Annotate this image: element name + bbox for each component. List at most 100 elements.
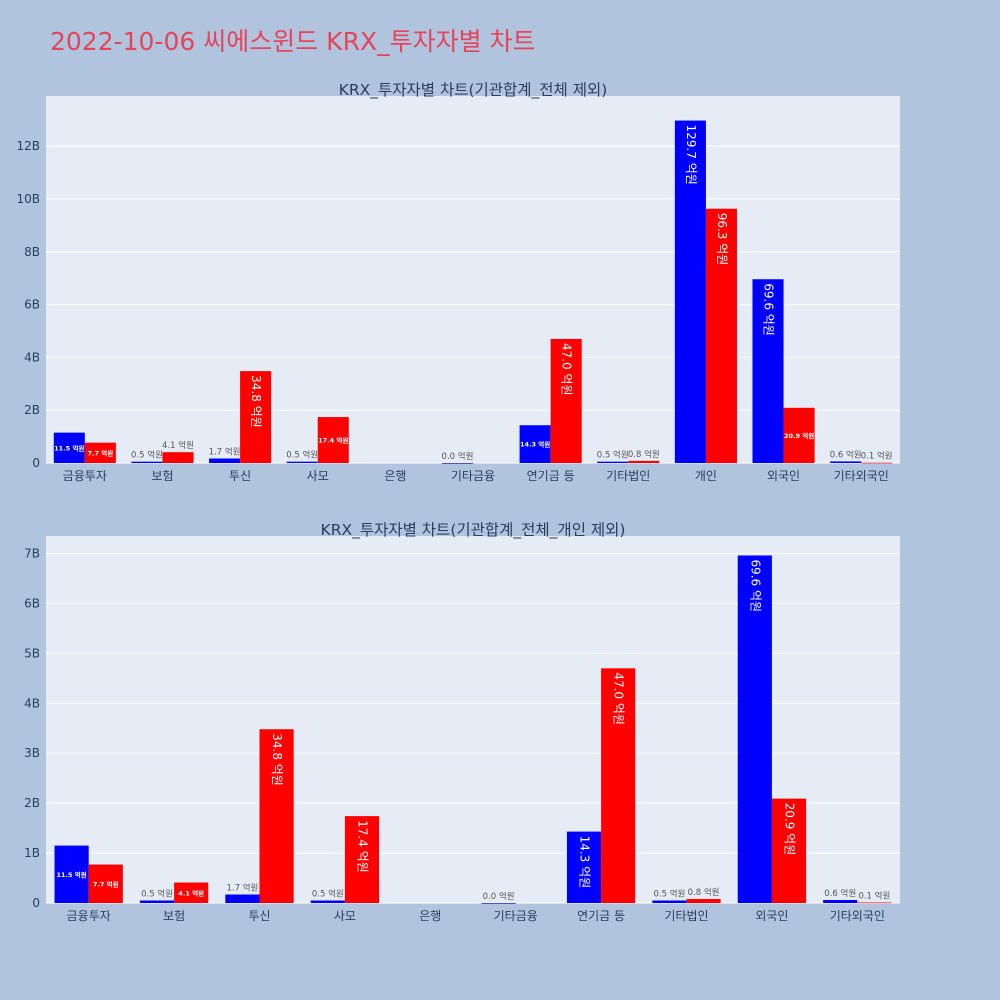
data-label: 69.6 억원: [748, 559, 762, 612]
bar: [519, 425, 551, 463]
data-label: 4.1 억원: [162, 440, 194, 451]
y-tick-label: 10B: [16, 192, 40, 206]
data-label: 17.4 억원: [318, 436, 348, 445]
chart-bottom: KRX_투자자별 차트(기관합계_전체_개인 제외) 0 1B 2B 3B 4B 5B 6B…: [24, 521, 900, 923]
x-tick-label: 연기금 등: [577, 909, 625, 923]
bar: [174, 882, 209, 903]
data-label: 0.8 억원: [628, 449, 660, 460]
bar: [441, 463, 473, 464]
data-label: 47.0 억원: [612, 672, 626, 725]
bar: [566, 831, 602, 903]
x-tick-label: 기타법인: [606, 469, 650, 483]
y-tick-label: 7B: [24, 546, 40, 560]
bar: [861, 462, 893, 464]
data-label: 0.5 억원: [312, 889, 344, 900]
bar: [601, 668, 636, 903]
bar: [705, 208, 737, 463]
y-tick-label: 6B: [24, 596, 40, 610]
data-label: 0.6 억원: [824, 888, 856, 899]
x-tick-label: 보험: [163, 909, 185, 923]
data-label: 34.8 억원: [249, 375, 263, 428]
data-label: 0.5 억원: [597, 450, 629, 461]
y-tick-label: 2B: [24, 403, 40, 417]
bar: [286, 461, 318, 463]
page-title: 2022-10-06 씨에스윈드 KRX_투자자별 차트: [50, 27, 536, 56]
x-tick-label: 기타법인: [664, 909, 708, 923]
data-label: 4.1 억원: [178, 888, 204, 897]
x-tick-label: 보험: [151, 469, 173, 483]
bar: [88, 864, 123, 903]
y-tick-label: 2B: [24, 796, 40, 810]
bar: [54, 845, 89, 903]
data-label: 17.4 억원: [355, 820, 369, 873]
bar: [783, 407, 815, 463]
data-label: 20.9 억원: [782, 803, 796, 856]
y-tick-label: 0: [32, 896, 40, 910]
data-label: 11.5 억원: [56, 870, 86, 879]
bar: [752, 279, 784, 463]
x-tick-label: 연기금 등: [527, 469, 575, 483]
x-tick-label: 은행: [384, 468, 406, 483]
y-tick-label: 8B: [24, 245, 40, 259]
chart-title: KRX_투자자별 차트(기관합계_전체_개인 제외): [321, 521, 626, 540]
y-tick-label: 4B: [24, 350, 40, 364]
x-tick-label: 기타외국인: [830, 909, 885, 923]
x-tick-label: 외국인: [755, 909, 788, 923]
data-label: 14.3 억원: [520, 440, 550, 449]
bar: [53, 432, 85, 463]
bar: [225, 894, 260, 903]
data-label: 0.5 억원: [141, 889, 173, 900]
data-label: 1.7 억원: [226, 883, 258, 894]
x-tick-label: 은행: [419, 908, 441, 923]
bar: [317, 417, 349, 463]
bar: [139, 900, 175, 903]
data-label: 0.5 억원: [653, 889, 685, 900]
data-label: 0.5 억원: [286, 450, 318, 461]
data-label: 47.0 억원: [560, 343, 574, 396]
y-tick-label: 5B: [24, 646, 40, 660]
bar: [652, 900, 687, 903]
bar: [240, 371, 272, 463]
data-label: 69.6 억원: [762, 283, 776, 336]
data-label: 96.3 억원: [715, 213, 729, 266]
x-tick-label: 사모: [334, 909, 356, 923]
x-tick-label: 외국인: [767, 469, 800, 483]
x-tick-label: 투신: [248, 909, 270, 923]
bar: [131, 461, 163, 463]
bar: [310, 900, 345, 903]
data-label: 1.7 억원: [209, 447, 241, 458]
bar: [823, 900, 858, 903]
bar: [597, 461, 629, 463]
x-tick-label: 기타금융: [494, 909, 538, 923]
bar: [686, 899, 721, 903]
x-tick-label: 금융투자: [67, 909, 111, 923]
bar: [737, 555, 772, 903]
y-tick-label: 6B: [24, 298, 40, 312]
data-label: 0.0 억원: [442, 451, 474, 462]
data-label: 0.5 억원: [131, 450, 163, 461]
y-tick-label: 4B: [24, 696, 40, 710]
y-tick-label: 3B: [24, 746, 40, 760]
bar: [857, 902, 892, 904]
y-tick-label: 1B: [24, 846, 40, 860]
bar: [771, 798, 807, 903]
data-label: 7.7 억원: [93, 879, 119, 888]
bar: [628, 460, 660, 463]
x-tick-label: 금융투자: [63, 469, 107, 483]
bar: [344, 816, 380, 903]
data-label: 7.7 억원: [87, 448, 113, 457]
chart-top: KRX_투자자별 차트(기관합계_전체 제외) 0 2B 4B 6B 8B 10B 12B 1…: [16, 81, 900, 483]
bar: [830, 461, 862, 463]
data-label: 14.3 억원: [578, 836, 592, 889]
data-label: 20.9 억원: [784, 431, 814, 440]
data-label: 0.0 억원: [483, 891, 515, 902]
data-label: 129.7 억원: [684, 125, 698, 185]
x-tick-label: 기타외국인: [834, 469, 889, 483]
bar: [209, 458, 241, 463]
bar: [259, 729, 294, 903]
bar: [162, 452, 194, 463]
data-label: 0.8 억원: [688, 887, 720, 898]
bar: [481, 903, 516, 904]
x-tick-label: 사모: [307, 469, 329, 483]
x-tick-label: 기타금융: [451, 469, 495, 483]
